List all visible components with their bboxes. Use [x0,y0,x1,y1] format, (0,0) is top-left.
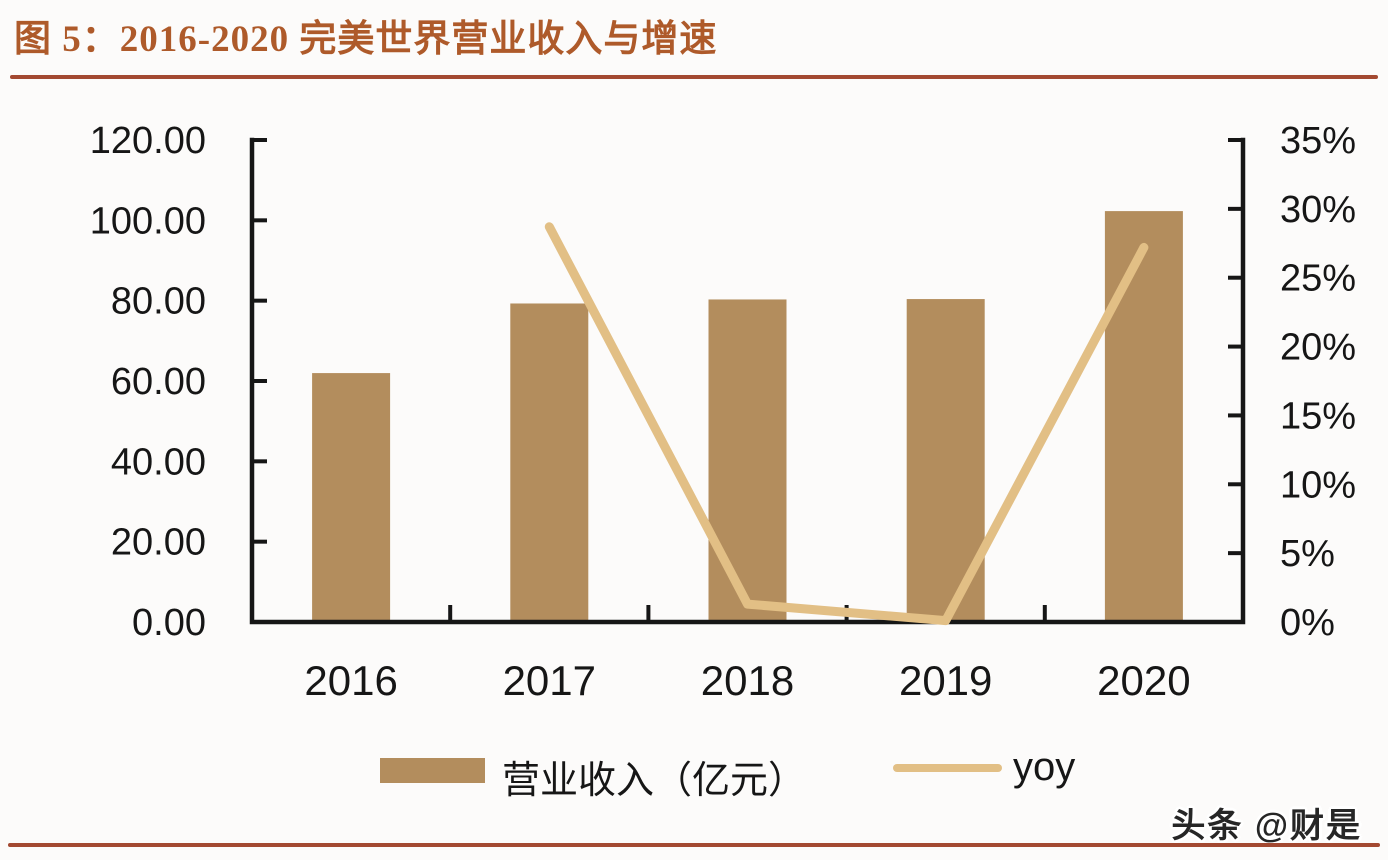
bar-series [312,211,1183,622]
svg-text:0.00: 0.00 [132,602,206,644]
axis-ticks [252,138,1243,624]
svg-text:2016: 2016 [304,657,397,704]
svg-text:60.00: 60.00 [111,361,206,403]
bottom-divider-line [8,843,1380,847]
bar-2017 [510,303,589,622]
svg-text:20.00: 20.00 [111,522,206,564]
svg-text:35%: 35% [1280,120,1356,162]
axis-labels: 120.00 100.00 80.00 60.00 40.00 20.00 0.00 35% 3… [90,120,1356,704]
svg-text:25%: 25% [1280,258,1356,300]
legend-bar-swatch [380,758,485,783]
svg-text:5%: 5% [1280,533,1335,575]
svg-text:2019: 2019 [899,657,992,704]
watermark-text: 头条 @财是 [1171,807,1362,845]
legend-line-label: yoy [1013,745,1076,789]
svg-text:2017: 2017 [503,657,596,704]
svg-text:15%: 15% [1280,395,1356,437]
bar-2018 [708,299,787,622]
svg-text:10%: 10% [1280,464,1356,506]
svg-text:2020: 2020 [1097,657,1190,704]
svg-text:40.00: 40.00 [111,441,206,483]
figure-title: 图 5：2016-2020 完美世界营业收入与增速 [14,19,718,60]
title-divider-line [10,75,1378,79]
svg-text:20%: 20% [1280,327,1356,369]
svg-text:30%: 30% [1280,189,1356,231]
svg-text:120.00: 120.00 [90,120,206,162]
svg-text:80.00: 80.00 [111,281,206,323]
bar-2016 [312,373,391,622]
svg-text:100.00: 100.00 [90,200,206,242]
bar-2020 [1104,211,1183,622]
legend-bar-label: 营业收入（亿元） [502,760,807,802]
legend-line-swatch [893,764,1002,772]
svg-text:2018: 2018 [701,657,794,704]
yoy-line [544,222,1149,626]
svg-text:0%: 0% [1280,602,1335,644]
